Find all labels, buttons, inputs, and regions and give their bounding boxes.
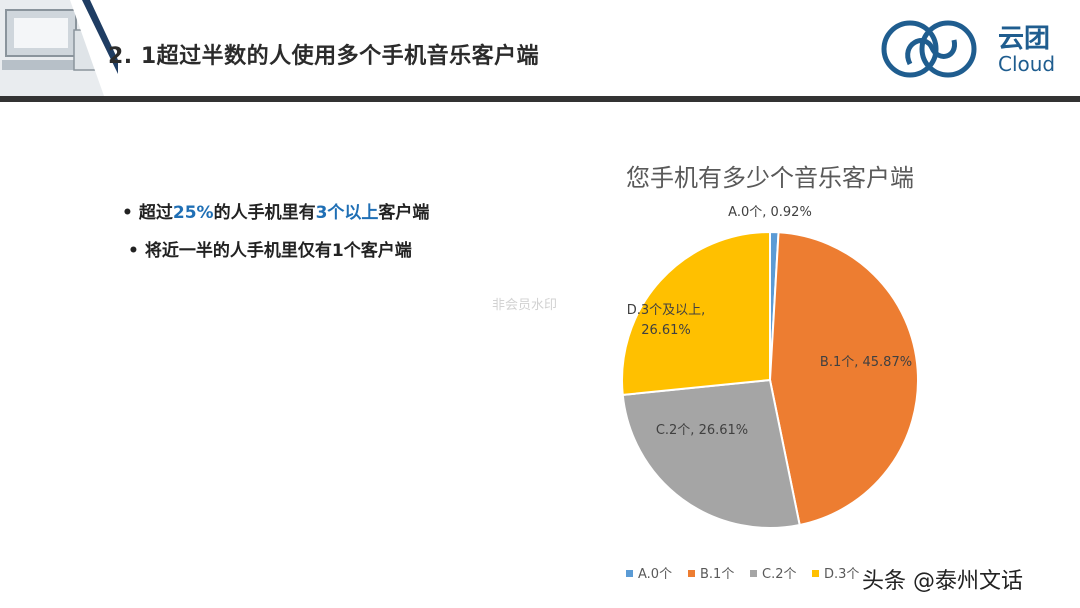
legend-label: B.1个: [700, 567, 734, 582]
data-label-a: A.0个, 0.92%: [728, 205, 812, 220]
logo-text-en: Cloud: [998, 52, 1056, 76]
pie-slice-d: [621, 230, 771, 397]
legend-label: D.3个: [824, 567, 859, 582]
chart-title: 您手机有多少个音乐客户端: [626, 164, 914, 192]
slide-thumbnail-image: [0, 0, 118, 96]
bullet-text: 的人手机里有: [213, 203, 316, 223]
legend-swatch: [626, 570, 633, 577]
page-title: 2. 1超过半数的人使用多个手机音乐客户端: [108, 44, 540, 69]
data-label-c: C.2个, 26.61%: [656, 423, 748, 438]
credit-watermark: 头条 @泰州文话: [862, 569, 1023, 594]
data-label-d: D.3个及以上, 26.61%: [627, 303, 706, 338]
legend-swatch: [688, 570, 695, 577]
bullet-highlight: 25%: [172, 203, 214, 223]
bullet-text: 将近一半的人手机里仅有1个客户端: [144, 241, 412, 261]
pie-slice-c: [621, 378, 801, 529]
bullet-dot: •: [128, 241, 139, 261]
bullet-list: • 超过25%的人手机里有3个以上客户端 • 将近一半的人手机里仅有1个客户端: [122, 202, 429, 278]
bullet-item: • 将近一半的人手机里仅有1个客户端: [122, 240, 429, 278]
pie-slice-b: [768, 231, 919, 527]
cloud-logo-icon: [881, 20, 977, 78]
bullet-item: • 超过25%的人手机里有3个以上客户端: [122, 202, 429, 240]
watermark-text: 非会员水印: [492, 298, 558, 313]
legend-label: A.0个: [638, 567, 672, 582]
legend-label: C.2个: [762, 567, 796, 582]
cloud-logo: 云团 Cloud: [880, 14, 1070, 84]
data-label-b: B.1个, 45.87%: [820, 355, 912, 370]
bullet-text: 超过: [138, 203, 173, 223]
bullet-text: 客户端: [378, 203, 430, 223]
header-divider: [0, 96, 1080, 102]
logo-text-cn: 云团: [998, 24, 1051, 54]
legend-swatch: [750, 570, 757, 577]
legend-swatch: [812, 570, 819, 577]
bullet-dot: •: [122, 203, 133, 223]
bullet-highlight: 3个以上: [315, 203, 379, 223]
pie-chart: 您手机有多少个音乐客户端 A.0个, 0.92% B.1个, 45.87% C.2个…: [621, 164, 919, 582]
